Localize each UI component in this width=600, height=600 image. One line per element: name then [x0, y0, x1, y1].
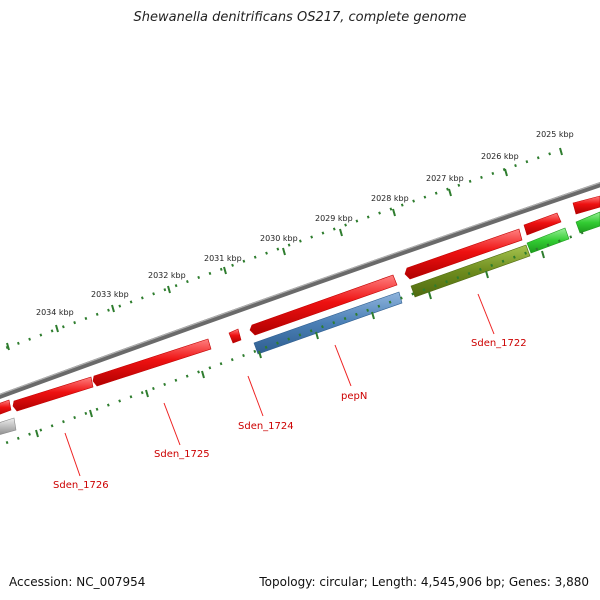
gene-arrow[interactable]: [228, 328, 242, 344]
map-title: Shewanella denitrificans OS217, complete…: [133, 10, 467, 25]
gene-arrow[interactable]: [0, 399, 12, 416]
tick-label: 2029 kbp: [315, 214, 353, 223]
major-tick: [223, 266, 227, 275]
tick-label: 2031 kbp: [204, 254, 242, 263]
major-tick: [55, 324, 59, 333]
genome-backbone: [0, 182, 600, 400]
tick-label: 2027 kbp: [426, 174, 464, 183]
gene-arrow-Sden_1722[interactable]: [410, 244, 531, 298]
major-tick: [371, 311, 375, 320]
accession-text: Accession: NC_007954: [9, 575, 146, 589]
major-tick: [35, 429, 39, 438]
major-tick: [6, 342, 10, 351]
callout-pepN: [334, 344, 352, 387]
gene-label-Sden_1722[interactable]: Sden_1722: [471, 338, 527, 349]
gene-arrow[interactable]: [249, 274, 398, 336]
forward-strand-genes: [0, 195, 600, 416]
gene-arrow-pepN[interactable]: [253, 291, 403, 355]
topology-text: Topology: circular; Length: 4,545,906 bp…: [259, 575, 589, 589]
gene-arrow[interactable]: [526, 227, 570, 254]
major-tick: [111, 304, 115, 313]
major-tick: [145, 389, 149, 398]
gene-arrow[interactable]: [92, 338, 212, 387]
major-tick: [258, 350, 262, 359]
major-tick: [167, 285, 171, 294]
tick-label: 2030 kbp: [260, 234, 298, 243]
gene-arrow[interactable]: [12, 376, 94, 412]
callout-Sden_1725: [163, 402, 181, 446]
tick-label: 2033 kbp: [91, 290, 129, 299]
callout-Sden_1722: [477, 293, 495, 335]
gene-arrow[interactable]: [404, 228, 523, 280]
major-tick: [392, 208, 396, 217]
major-tick: [448, 188, 452, 197]
major-tick: [201, 370, 205, 379]
outer-tick-ring: [0, 147, 563, 352]
major-tick: [315, 331, 319, 340]
major-tick: [485, 270, 489, 279]
inner-tick-ring: [0, 228, 591, 447]
gene-label-pepN[interactable]: pepN: [341, 391, 367, 402]
callout-Sden_1726: [64, 432, 81, 477]
major-tick: [559, 147, 563, 156]
major-tick: [541, 250, 545, 259]
major-tick: [504, 168, 508, 177]
gene-labels: Sden_1722 pepN Sden_1724 Sden_1725 Sden_…: [53, 338, 527, 491]
major-tick: [282, 247, 286, 256]
gene-label-Sden_1726[interactable]: Sden_1726: [53, 480, 109, 491]
reverse-strand-genes: [0, 211, 600, 436]
kbp-labels: 2025 kbp 2026 kbp 2027 kbp 2028 kbp 2029…: [36, 130, 574, 317]
major-tick: [339, 228, 343, 237]
gene-arrow[interactable]: [0, 417, 17, 436]
gene-arrow[interactable]: [523, 212, 562, 236]
gene-arrow[interactable]: [572, 195, 600, 215]
tick-label: 2025 kbp: [536, 130, 574, 139]
gene-label-Sden_1725[interactable]: Sden_1725: [154, 449, 210, 460]
tick-label: 2028 kbp: [371, 194, 409, 203]
tick-label: 2026 kbp: [481, 152, 519, 161]
tick-label: 2034 kbp: [36, 308, 74, 317]
major-tick: [89, 409, 93, 418]
tick-label: 2032 kbp: [148, 271, 186, 280]
gene-label-Sden_1724[interactable]: Sden_1724: [238, 421, 294, 432]
gene-callout-lines: [64, 293, 495, 477]
gene-arrow[interactable]: [575, 211, 600, 234]
major-tick: [428, 291, 432, 300]
callout-Sden_1724: [247, 375, 264, 417]
